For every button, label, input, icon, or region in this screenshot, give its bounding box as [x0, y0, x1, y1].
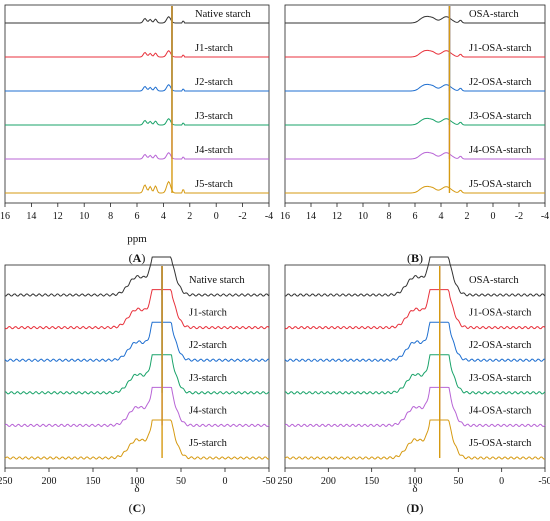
series-label: J5-starch: [189, 438, 228, 449]
x-tick-label: 250: [0, 476, 13, 487]
series-label: OSA-starch: [469, 9, 519, 20]
x-tick-label: 0: [214, 211, 219, 222]
series-trace: [5, 118, 269, 126]
x-tick-label: 200: [42, 476, 57, 487]
x-tick-label: 150: [86, 476, 101, 487]
series-trace: [5, 84, 269, 92]
x-tick-label: 0: [491, 211, 496, 222]
series-trace: [284, 256, 546, 297]
series-label: J4-starch: [189, 405, 228, 416]
series-trace: [284, 386, 546, 428]
x-tick-label: 8: [387, 211, 392, 222]
x-tick-label: 2: [465, 211, 470, 222]
panel-D: 250 200 150 100 50 0 -50 δ (D) OSA-starch J1-OSA-s…: [278, 256, 550, 515]
series-trace: [5, 50, 269, 58]
series-trace: [5, 152, 269, 160]
plot-frame: [4, 4, 270, 204]
x-tick-label: -50: [262, 476, 275, 487]
x-tick-label: -50: [538, 476, 550, 487]
series-trace: [4, 386, 270, 428]
panel-caption: (D): [407, 501, 424, 515]
x-tick-label: 16: [0, 211, 10, 222]
series-label: J3-OSA-starch: [469, 111, 532, 122]
x-tick-label: 14: [306, 211, 316, 222]
series-trace: [5, 180, 269, 194]
series-label: J3-starch: [189, 373, 228, 384]
series-label: J4-starch: [195, 145, 234, 156]
series-trace: [285, 49, 545, 58]
x-tick-label: 4: [161, 211, 166, 222]
series-label: J5-OSA-starch: [469, 179, 532, 190]
series-label: Native starch: [195, 9, 251, 20]
series-label: J4-OSA-starch: [469, 405, 532, 416]
x-tick-label: 0: [499, 476, 504, 487]
x-tick-label: 6: [413, 211, 418, 222]
series-trace: [284, 354, 546, 395]
x-tick-label: -4: [265, 211, 273, 222]
series-label: J1-OSA-starch: [469, 43, 532, 54]
x-tick-label: 12: [332, 211, 342, 222]
x-tick-label: 14: [26, 211, 36, 222]
panel-caption: (A): [129, 251, 146, 265]
series-label: J4-OSA-starch: [469, 145, 532, 156]
series-trace: [285, 15, 545, 24]
panel-caption: (C): [129, 501, 146, 515]
x-tick-label: -2: [238, 211, 246, 222]
x-tick-label: 50: [176, 476, 186, 487]
panel-A: 16 14 12 10 8 6 4 2 0 -2 -4 ppm (A) Native starch J1-s…: [0, 4, 273, 265]
series-trace: [4, 354, 270, 395]
x-tick-label: 8: [108, 211, 113, 222]
series-label: Native starch: [189, 275, 245, 286]
series-trace: [285, 83, 545, 92]
x-tick-label: 6: [135, 211, 140, 222]
x-tick-label: 100: [408, 476, 423, 487]
x-tick-label: 200: [321, 476, 336, 487]
series-label: J3-starch: [195, 111, 234, 122]
series-label: J1-starch: [195, 43, 234, 54]
x-tick-label: 2: [187, 211, 192, 222]
x-tick-label: 250: [278, 476, 293, 487]
series-trace: [5, 16, 269, 24]
x-tick-label: 4: [439, 211, 444, 222]
series-trace: [4, 256, 270, 297]
panel-B: 16 14 12 10 8 6 4 2 0 -2 -4 (B) OSA-starch J1-OSA-sta…: [280, 4, 549, 265]
plot-frame: [4, 264, 270, 469]
series-label: J5-starch: [195, 179, 234, 190]
panel-caption: (B): [407, 251, 423, 265]
x-tick-label: 0: [223, 476, 228, 487]
x-tick-label: 10: [79, 211, 89, 222]
x-axis-label: ppm: [127, 233, 147, 245]
series-label: J2-starch: [195, 77, 234, 88]
x-axis-label: δ: [134, 483, 139, 495]
panel-C: 250 200 150 100 50 0 -50 δ (C) Native starch J1-st…: [0, 256, 276, 515]
series-label: J2-OSA-starch: [469, 340, 532, 351]
series-label: OSA-starch: [469, 275, 519, 286]
series-trace: [285, 117, 545, 126]
x-tick-label: 12: [53, 211, 63, 222]
x-tick-label: 10: [358, 211, 368, 222]
series-trace: [4, 419, 270, 460]
x-tick-label: 16: [280, 211, 290, 222]
x-tick-label: -2: [515, 211, 523, 222]
x-axis-label: δ: [412, 483, 417, 495]
series-label: J2-starch: [189, 340, 228, 351]
plot-frame: [284, 4, 546, 204]
series-label: J2-OSA-starch: [469, 77, 532, 88]
x-tick-label: 150: [364, 476, 379, 487]
series-label: J5-OSA-starch: [469, 438, 532, 449]
series-trace: [4, 289, 270, 330]
series-trace: [284, 289, 546, 330]
series-trace: [285, 151, 545, 160]
x-tick-label: 50: [453, 476, 463, 487]
series-label: J3-OSA-starch: [469, 373, 532, 384]
series-label: J1-starch: [189, 308, 228, 319]
x-tick-label: -4: [541, 211, 549, 222]
series-trace: [284, 419, 546, 460]
series-label: J1-OSA-starch: [469, 308, 532, 319]
x-tick-label: 100: [130, 476, 145, 487]
series-trace: [285, 185, 545, 194]
series-trace: [4, 321, 270, 362]
series-trace: [284, 321, 546, 362]
